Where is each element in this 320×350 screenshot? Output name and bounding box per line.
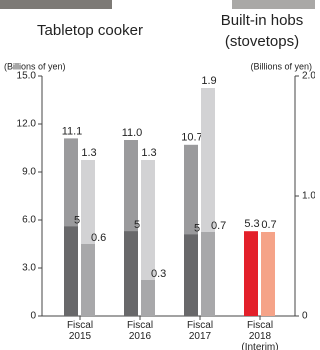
value-label: 0.7 (211, 220, 226, 232)
left-title: Tabletop cooker (20, 20, 160, 41)
y2-tick-label: 1.0 (302, 191, 315, 202)
x-tick-label: Fiscal 2017 (178, 320, 222, 342)
bar (141, 280, 155, 316)
value-label: 5.3 (244, 218, 259, 230)
value-label: 1.9 (201, 75, 216, 87)
value-label: 11.1 (62, 125, 83, 137)
y2-tick-label: 0 (302, 311, 308, 322)
photo-strip (0, 0, 112, 9)
value-label: 1.3 (81, 147, 96, 159)
x-tick-label: Fiscal 2016 (118, 320, 162, 342)
y-tick-label: 3.0 (22, 263, 36, 274)
photo-strip (232, 0, 315, 9)
right-title: Built-in hobs (stovetops) (212, 10, 312, 52)
bar (201, 232, 215, 316)
value-label: 0.3 (151, 268, 166, 280)
y-tick-label: 0 (30, 311, 36, 322)
bar (124, 231, 138, 316)
x-tick-label: Fiscal 2015 (58, 320, 102, 342)
value-label: 0.6 (91, 232, 106, 244)
bar (261, 232, 275, 316)
y-tick-label: 6.0 (22, 215, 36, 226)
value-label: 10.7 (181, 132, 202, 144)
y-tick-label: 15.0 (17, 71, 37, 82)
page: (Billions of yen) (Billions of yen) 03.0… (0, 0, 315, 350)
value-label: 1.3 (141, 147, 156, 159)
x-tick-label: Fiscal 2018 (Interim) (238, 320, 282, 350)
bar (81, 244, 95, 316)
bar (244, 231, 258, 316)
value-label: 0.7 (261, 219, 276, 231)
value-label: 11.0 (122, 127, 143, 139)
y-tick-label: 9.0 (22, 167, 36, 178)
y2-tick-label: 2.0 (302, 71, 315, 82)
bar (64, 226, 78, 316)
chart: (Billions of yen) (Billions of yen) 03.0… (0, 0, 315, 350)
y-tick-label: 12.0 (17, 119, 37, 130)
bar (184, 234, 198, 316)
